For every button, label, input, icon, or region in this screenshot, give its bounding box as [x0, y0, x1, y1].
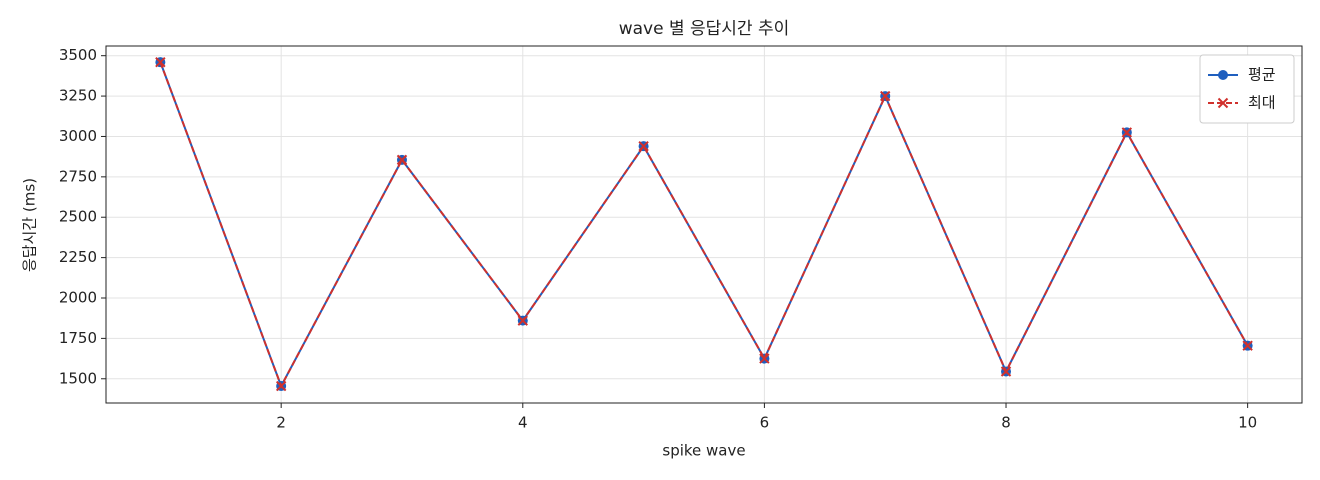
- data-point: [1242, 340, 1253, 351]
- y-tick-label: 3250: [59, 87, 97, 105]
- y-tick-label: 3000: [59, 127, 97, 145]
- legend-marker: [1217, 97, 1229, 109]
- data-point: [396, 154, 408, 166]
- data-point: [1121, 127, 1133, 138]
- x-tick-label: 2: [276, 414, 286, 432]
- legend-label: 평균: [1248, 66, 1276, 84]
- y-tick-label: 2750: [59, 167, 97, 185]
- y-axis-label: 응답시간 (ms): [21, 178, 39, 272]
- y-tick-label: 1500: [59, 369, 97, 387]
- y-tick-label: 2000: [59, 289, 97, 307]
- y-tick-label: 2500: [59, 208, 97, 226]
- y-tick-label: 1750: [59, 329, 97, 347]
- data-point: [638, 140, 649, 152]
- data-point: [1000, 366, 1012, 377]
- series-line: [159, 61, 1249, 389]
- x-axis-label: spike wave: [662, 442, 745, 460]
- legend-marker: [1218, 70, 1228, 80]
- data-point: [275, 380, 287, 392]
- x-tick-label: 8: [1001, 414, 1011, 432]
- x-tick-label: 4: [518, 414, 528, 432]
- plot-frame: [105, 45, 1303, 404]
- chart-title: wave 별 응답시간 추이: [619, 19, 790, 39]
- y-tick-label: 2250: [59, 248, 97, 266]
- data-point: [880, 90, 891, 102]
- legend-label: 최대: [1248, 94, 1276, 112]
- data-point: [517, 315, 528, 326]
- y-tick-label: 3500: [59, 46, 97, 64]
- legend-box: [1199, 54, 1295, 124]
- x-tick-label: 6: [760, 414, 770, 432]
- x-tick-label: 10: [1238, 414, 1257, 432]
- data-point: [155, 56, 166, 68]
- data-point: [759, 353, 770, 364]
